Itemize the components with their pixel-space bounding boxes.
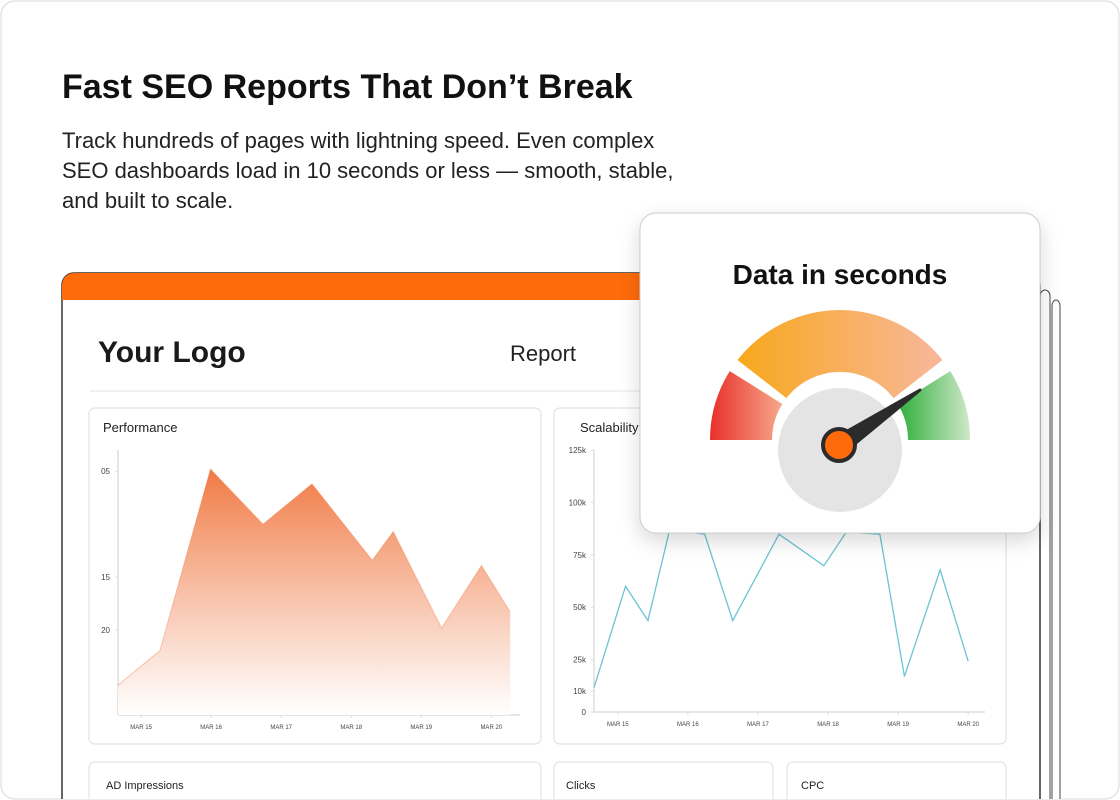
x-tick-label: MAR 18 xyxy=(340,725,362,731)
metric-title: AD Impressions xyxy=(106,780,184,792)
y-tick-label: 10k xyxy=(573,687,587,696)
report-label: Report xyxy=(510,341,576,366)
y-tick-label: 50k xyxy=(573,603,587,612)
y-tick-label: 125k xyxy=(569,446,587,455)
description: SEO dashboards load in 10 seconds or les… xyxy=(62,158,673,183)
logo: Your Logo xyxy=(98,336,246,369)
gauge-segment xyxy=(710,371,783,440)
gauge-card: Data in seconds xyxy=(639,212,1041,534)
y-tick-label: 15 xyxy=(101,573,110,582)
chart-title: Scalability xyxy=(580,420,639,435)
description: Track hundreds of pages with lightning s… xyxy=(62,128,654,153)
gauge-segment xyxy=(897,371,970,440)
metric-title: CPC xyxy=(801,780,824,792)
x-tick-label: MAR 19 xyxy=(887,722,909,728)
y-tick-label: 25k xyxy=(573,656,587,665)
metric-card xyxy=(786,761,1007,799)
stacked-card xyxy=(1051,299,1061,799)
area-fill xyxy=(118,469,511,715)
x-tick-label: MAR 16 xyxy=(677,722,699,728)
area-outline xyxy=(117,468,511,686)
x-tick-label: MAR 15 xyxy=(130,725,152,731)
gauge-card-bg xyxy=(639,212,1041,534)
gauge-pivot xyxy=(821,427,857,463)
y-tick-label: 05 xyxy=(101,467,110,476)
x-tick-label: MAR 17 xyxy=(747,722,769,728)
metric-card xyxy=(553,761,774,799)
x-tick-label: MAR 17 xyxy=(270,725,292,731)
description: and built to scale. xyxy=(62,188,233,213)
x-tick-label: MAR 15 xyxy=(607,722,629,728)
metric-card xyxy=(88,761,542,799)
line xyxy=(593,528,969,688)
gauge-title: Data in seconds xyxy=(733,259,948,290)
x-tick-label: MAR 20 xyxy=(957,722,979,728)
gauge-segment xyxy=(737,310,943,399)
x-tick-label: MAR 19 xyxy=(410,725,432,731)
chart-title: Performance xyxy=(103,420,177,435)
y-tick-label: 100k xyxy=(569,498,587,507)
x-tick-label: MAR 16 xyxy=(200,725,222,731)
x-tick-label: MAR 18 xyxy=(817,722,839,728)
y-tick-label: 0 xyxy=(582,708,587,717)
stacked-card xyxy=(1039,289,1051,799)
x-tick-label: MAR 20 xyxy=(480,725,502,731)
y-tick-label: 20 xyxy=(101,626,110,635)
headline: Fast SEO Reports That Don’t Break xyxy=(62,68,633,106)
y-tick-label: 75k xyxy=(573,551,587,560)
metric-title: Clicks xyxy=(566,780,596,792)
